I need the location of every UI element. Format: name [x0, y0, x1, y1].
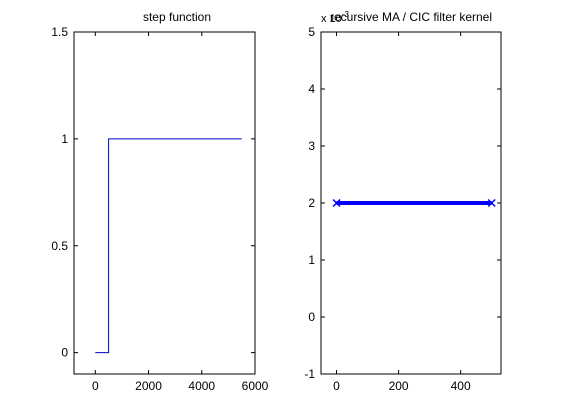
- step-function-plot: step function 0 2000 4000 6000 0 0.5 1 1.5: [51, 10, 268, 393]
- plot-2-y-tick-label: 2: [308, 196, 315, 210]
- plot-1-y-tick-label: 1.5: [51, 25, 68, 39]
- plot-1-y-tick-label: 0: [61, 346, 68, 360]
- plot-2-series-1-marker: [332, 198, 341, 208]
- plot-2-y-tick-label: 1: [308, 253, 315, 267]
- plot-2-y-tick-label: 3: [308, 139, 315, 153]
- cic-kernel-plot: recursive MA / CIC filter kernel 0 200 400…: [304, 10, 502, 393]
- plot-2-series-1-marker: [487, 198, 496, 208]
- plot-1-series-1-line: [95, 138, 242, 354]
- plot-1-y-tick-label: 1: [61, 132, 68, 146]
- plot-2-x-tick-label: 0: [333, 379, 340, 393]
- plot-2-x-tick-label: 400: [451, 379, 471, 393]
- plot-1-y-tick-label: 0.5: [51, 239, 68, 253]
- plot-1-x-tick-label: 0: [92, 379, 99, 393]
- plot-2-y-tick-label: 4: [308, 82, 315, 96]
- plot-1-title: step function: [143, 10, 211, 24]
- plot-1-x-tick-label: 6000: [242, 379, 269, 393]
- plot-2-x-tick-label: 200: [389, 379, 409, 393]
- plot-1-x-tick-label: 4000: [188, 379, 215, 393]
- plot-2-title: recursive MA / CIC filter kernel: [330, 10, 492, 24]
- plot-2-y-tick-label: 5: [308, 25, 315, 39]
- plot-2-y-tick-label: -1: [304, 367, 315, 381]
- plot-2-y-tick-label: 0: [308, 310, 315, 324]
- plot-1-axes-box: [73, 31, 256, 375]
- plot-1-x-tick-label: 2000: [135, 379, 162, 393]
